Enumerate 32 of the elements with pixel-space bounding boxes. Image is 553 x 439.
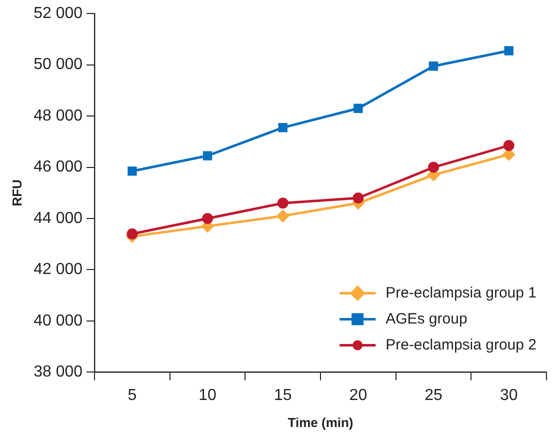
- y-tick-label: 50 000: [34, 56, 83, 74]
- point: [503, 140, 514, 152]
- x-tick-label: 30: [500, 387, 518, 404]
- x-tick-label: 5: [128, 387, 137, 404]
- y-tick-label: 42 000: [34, 261, 83, 278]
- point: [128, 166, 137, 176]
- y-tick-label: 52 000: [34, 5, 83, 22]
- y-tick-label: 48 000: [34, 107, 83, 124]
- y-tick-label: 38 000: [34, 364, 83, 381]
- point: [277, 198, 288, 209]
- point: [504, 46, 514, 56]
- point: [428, 162, 440, 173]
- x-tick-label: 10: [198, 387, 217, 404]
- point: [354, 104, 363, 113]
- point: [126, 228, 138, 240]
- point: [202, 151, 212, 160]
- y-tick-label: 46 000: [34, 158, 83, 176]
- y-tick-label: 44 000: [34, 210, 83, 227]
- x-axis-title: Time (min): [288, 414, 354, 430]
- point: [352, 192, 364, 204]
- x-tick-label: 20: [349, 387, 368, 404]
- x-tick-label: 25: [424, 387, 443, 404]
- legend-label: Pre-eclampsia group 1: [386, 284, 537, 302]
- point: [428, 62, 438, 71]
- legend-label: Pre-eclampsia group 2: [386, 336, 537, 354]
- point: [202, 213, 214, 224]
- point: [276, 209, 290, 222]
- y-axis-title: RFU: [9, 180, 24, 206]
- y-tick-label: 40 000: [34, 312, 83, 330]
- legend-label: AGEs group: [386, 310, 468, 328]
- point: [278, 122, 288, 132]
- x-tick-label: 15: [274, 387, 292, 404]
